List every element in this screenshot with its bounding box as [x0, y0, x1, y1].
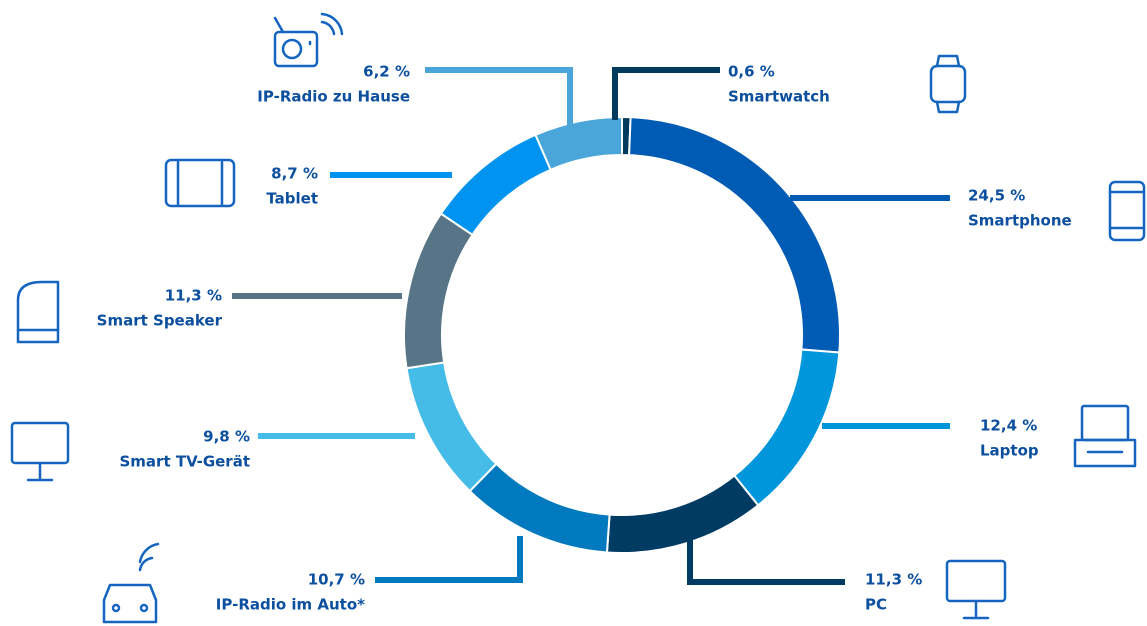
- slice: [403, 212, 474, 370]
- leader-line: [687, 512, 845, 585]
- slice: [468, 462, 611, 554]
- icon-laptop: [1073, 404, 1137, 468]
- icon-phone: [1108, 180, 1146, 242]
- category-label: Laptop: [980, 442, 1039, 460]
- category-label: IP-Radio zu Hause: [257, 88, 410, 106]
- leader-line: [375, 536, 523, 583]
- icon-radio: [273, 12, 344, 68]
- icon-car: [102, 542, 160, 624]
- value-label: 0,6 %: [728, 63, 775, 81]
- icon-pc: [945, 559, 1007, 620]
- value-label: 10,7 %: [308, 571, 365, 589]
- icon-tablet: [164, 158, 236, 208]
- category-label: Tablet: [266, 190, 318, 208]
- value-label: 12,4 %: [980, 417, 1037, 435]
- icon-speaker: [16, 280, 60, 344]
- slice: [405, 361, 498, 493]
- value-label: 9,8 %: [203, 428, 250, 446]
- value-label: 24,5 %: [968, 187, 1025, 205]
- category-label: IP-Radio im Auto*: [216, 596, 365, 614]
- icon-watch: [929, 54, 967, 114]
- slice: [628, 116, 841, 354]
- category-label: Smartwatch: [728, 88, 830, 106]
- category-label: PC: [865, 596, 887, 614]
- icons: [10, 12, 1146, 624]
- icon-tv: [10, 421, 70, 482]
- value-label: 8,7 %: [271, 165, 318, 183]
- value-label: 11,3 %: [165, 287, 222, 305]
- category-label: Smartphone: [968, 212, 1072, 230]
- value-label: 6,2 %: [363, 63, 410, 81]
- leader-line: [612, 67, 720, 120]
- slice: [534, 115, 623, 172]
- leader-line: [425, 67, 573, 138]
- category-label: Smart TV-Gerät: [120, 453, 251, 471]
- slice: [605, 474, 760, 554]
- slice: [439, 133, 552, 237]
- value-label: 11,3 %: [865, 571, 922, 589]
- category-label: Smart Speaker: [97, 312, 223, 330]
